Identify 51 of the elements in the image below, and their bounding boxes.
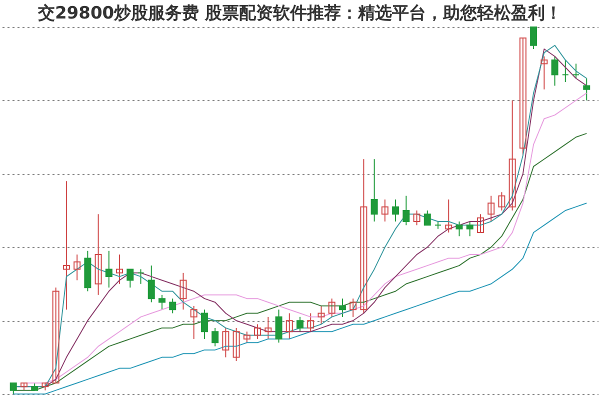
candlestick [413,210,420,226]
candlestick [488,195,495,222]
candlestick [476,214,484,234]
candlestick [583,78,590,101]
candlestick [328,298,336,318]
candlestick [212,327,219,347]
candlestick [222,327,230,358]
candlestick [456,221,463,237]
candlestick [519,38,526,156]
candlestick [200,309,208,340]
candlestick [180,272,187,310]
candlestick [562,60,569,83]
candlestick [254,324,262,340]
candlestick [243,331,250,344]
candlestick [10,382,17,394]
candlestick [466,221,474,237]
candlestick [402,195,410,226]
candlestick [530,26,538,50]
candlestick [572,63,580,79]
candlestick [137,268,144,284]
candlestick [190,305,198,340]
candlestick [350,298,357,318]
candlestick [158,294,166,310]
candlestick [424,210,431,226]
chart-title: 交29800炒股服务费 股票配资软件推荐：精选平台，助您轻松盈利！ [36,4,562,24]
candlestick [392,198,400,222]
candlestick [148,265,155,303]
candlestick [338,298,346,318]
candlestick [264,316,272,340]
candlestick [540,56,548,90]
candlestick [286,312,293,340]
candlestick [52,287,60,384]
candlestick [74,254,81,281]
candlestick [360,158,368,314]
candlestick [232,327,240,362]
candlestick [551,56,558,86]
candlestick [296,316,304,332]
candlestick [275,309,282,344]
candlestick [381,198,388,222]
candlestick [94,214,102,296]
candlestick [126,268,134,288]
candlestick [105,250,112,288]
candlestick [508,100,516,211]
candlestick [116,254,124,284]
candlestick [169,298,176,314]
candlestick [62,180,70,310]
candlestick [307,312,314,332]
candlestick [370,158,378,222]
candlestick [318,305,325,325]
candlestick [445,198,452,234]
candlestick [498,192,506,211]
